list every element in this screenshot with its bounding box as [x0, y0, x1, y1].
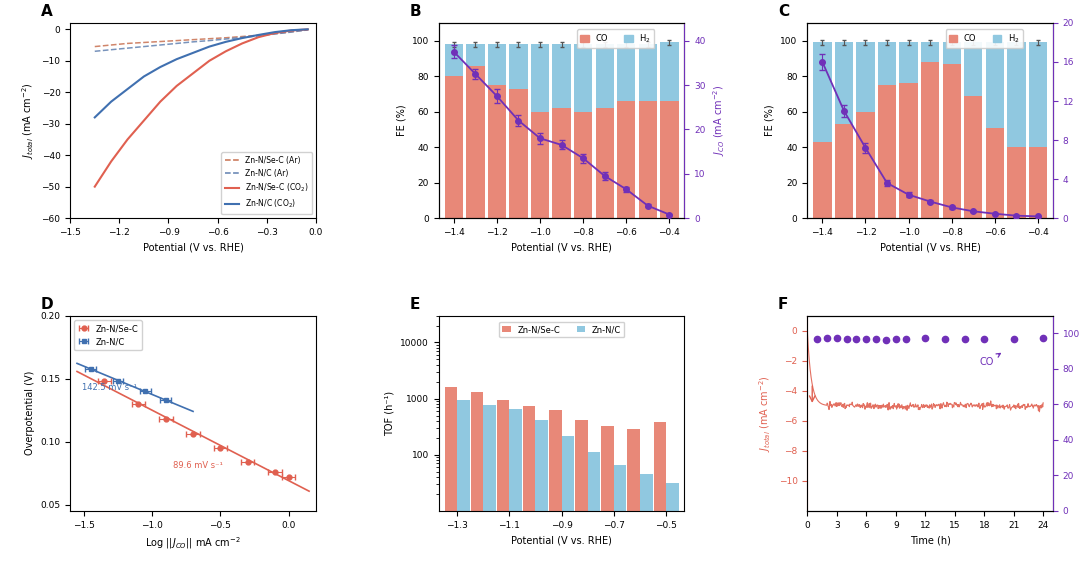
Bar [813, 42, 832, 142]
Legend: Zn-N/Se-C, Zn-N/C: Zn-N/Se-C, Zn-N/C [499, 322, 624, 338]
Text: CO: CO [980, 354, 1000, 367]
Bar [553, 108, 570, 218]
Bar [573, 44, 592, 112]
Legend: Zn-N/Se-C (Ar), Zn-N/C (Ar), Zn-N/Se-C (CO$_2$), Zn-N/C (CO$_2$): Zn-N/Se-C (Ar), Zn-N/C (Ar), Zn-N/Se-C (… [221, 152, 312, 214]
Bar [660, 101, 678, 218]
Bar [900, 83, 918, 218]
Bar [653, 422, 666, 574]
Bar [467, 65, 485, 218]
Text: A: A [41, 4, 53, 19]
Bar [523, 406, 536, 574]
Legend: CO, H$_2$: CO, H$_2$ [945, 29, 1023, 48]
Text: C: C [778, 4, 789, 19]
Bar [666, 483, 678, 574]
Bar [835, 124, 853, 218]
Bar [878, 85, 896, 218]
Bar [943, 42, 961, 64]
Legend: Zn-N/Se-C, Zn-N/C: Zn-N/Se-C, Zn-N/C [75, 320, 143, 350]
Bar [964, 42, 983, 96]
Bar [964, 96, 983, 218]
Bar [471, 392, 483, 574]
X-axis label: Time (h): Time (h) [909, 535, 950, 545]
X-axis label: Log $||J_{CO}||$ mA cm$^{-2}$: Log $||J_{CO}||$ mA cm$^{-2}$ [145, 535, 241, 551]
Bar [588, 452, 600, 574]
Bar [1029, 147, 1048, 218]
Bar [613, 466, 626, 574]
Bar [986, 127, 1004, 218]
X-axis label: Potential (V vs. RHE): Potential (V vs. RHE) [511, 535, 612, 545]
Bar [856, 112, 875, 218]
X-axis label: Potential (V vs. RHE): Potential (V vs. RHE) [880, 242, 981, 253]
Legend: CO, H$_2$: CO, H$_2$ [577, 29, 654, 48]
Bar [627, 429, 640, 574]
Bar [562, 436, 575, 574]
Bar [1008, 42, 1026, 147]
Bar [549, 410, 562, 574]
Y-axis label: FE (%): FE (%) [396, 104, 406, 137]
Bar [536, 420, 548, 574]
Bar [813, 142, 832, 218]
Bar [553, 44, 570, 108]
Bar [510, 409, 522, 574]
Y-axis label: TOF (h⁻¹): TOF (h⁻¹) [384, 391, 394, 436]
Text: 142.5 mV s⁻¹: 142.5 mV s⁻¹ [82, 383, 137, 392]
Text: B: B [409, 4, 421, 19]
Y-axis label: $J_{CO}$ (mA cm$^{-2}$): $J_{CO}$ (mA cm$^{-2}$) [712, 85, 727, 156]
Bar [531, 44, 550, 112]
Y-axis label: Overpotential (V): Overpotential (V) [25, 371, 35, 455]
Bar [488, 44, 507, 85]
Bar [921, 42, 940, 62]
Bar [1008, 147, 1026, 218]
Bar [835, 42, 853, 124]
Bar [576, 420, 588, 574]
Bar [457, 400, 470, 574]
Bar [602, 426, 613, 574]
Y-axis label: $J_{total}$ (mA cm$^{-2}$): $J_{total}$ (mA cm$^{-2}$) [21, 82, 36, 159]
Bar [617, 44, 635, 101]
Bar [638, 44, 657, 101]
Bar [900, 42, 918, 83]
Bar [488, 85, 507, 218]
Bar [445, 44, 463, 76]
Bar [660, 42, 678, 101]
Bar [445, 387, 457, 574]
Y-axis label: FE (%): FE (%) [765, 104, 774, 137]
Bar [510, 44, 528, 88]
Bar [467, 44, 485, 65]
Bar [595, 108, 613, 218]
Bar [640, 474, 652, 574]
Text: E: E [409, 297, 420, 312]
Bar [573, 112, 592, 218]
Bar [943, 64, 961, 218]
Bar [856, 42, 875, 112]
Bar [510, 88, 528, 218]
Bar [445, 76, 463, 218]
Bar [878, 42, 896, 85]
Y-axis label: $J_{total}$ (mA cm$^{-2}$): $J_{total}$ (mA cm$^{-2}$) [757, 375, 773, 452]
Bar [483, 405, 496, 574]
Text: D: D [41, 297, 53, 312]
Bar [986, 42, 1004, 127]
Text: F: F [778, 297, 788, 312]
Text: 89.6 mV s⁻¹: 89.6 mV s⁻¹ [174, 461, 224, 470]
X-axis label: Potential (V vs. RHE): Potential (V vs. RHE) [143, 242, 243, 253]
Bar [921, 62, 940, 218]
Bar [531, 112, 550, 218]
Bar [638, 101, 657, 218]
Bar [617, 101, 635, 218]
Bar [497, 400, 510, 574]
Bar [1029, 42, 1048, 147]
X-axis label: Potential (V vs. RHE): Potential (V vs. RHE) [511, 242, 612, 253]
Bar [595, 44, 613, 108]
